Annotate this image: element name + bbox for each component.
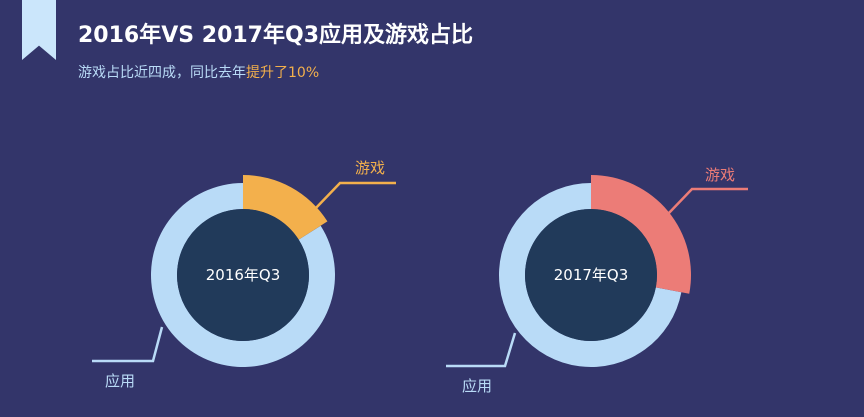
donut-center-1	[525, 209, 657, 341]
donut-center-0	[177, 209, 309, 341]
subtitle-prefix: 游戏占比近四成，同比去年	[78, 65, 246, 81]
slice-game-0	[243, 175, 328, 240]
leader-line-app-1	[446, 332, 517, 368]
label-app-0: 应用	[105, 372, 135, 390]
slice-game-1	[591, 175, 691, 294]
donut-title-1: 2017年Q3	[554, 266, 629, 284]
donut-title-0: 2016年Q3	[206, 266, 281, 284]
label-game-0: 游戏	[355, 159, 385, 177]
page-title: 2016年VS 2017年Q3应用及游戏占比	[78, 23, 474, 48]
label-game-1: 游戏	[705, 166, 735, 184]
leader-line-app-0	[92, 326, 164, 363]
label-app-1: 应用	[462, 377, 492, 395]
subtitle-highlight: 提升了10%	[246, 65, 320, 81]
leader-line-game-0	[313, 181, 396, 211]
leader-line-game-1	[667, 187, 748, 215]
page-subtitle: 游戏占比近四成，同比去年提升了10%	[78, 62, 319, 82]
